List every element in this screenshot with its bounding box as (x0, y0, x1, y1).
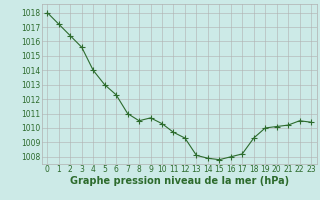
X-axis label: Graphe pression niveau de la mer (hPa): Graphe pression niveau de la mer (hPa) (70, 176, 289, 186)
